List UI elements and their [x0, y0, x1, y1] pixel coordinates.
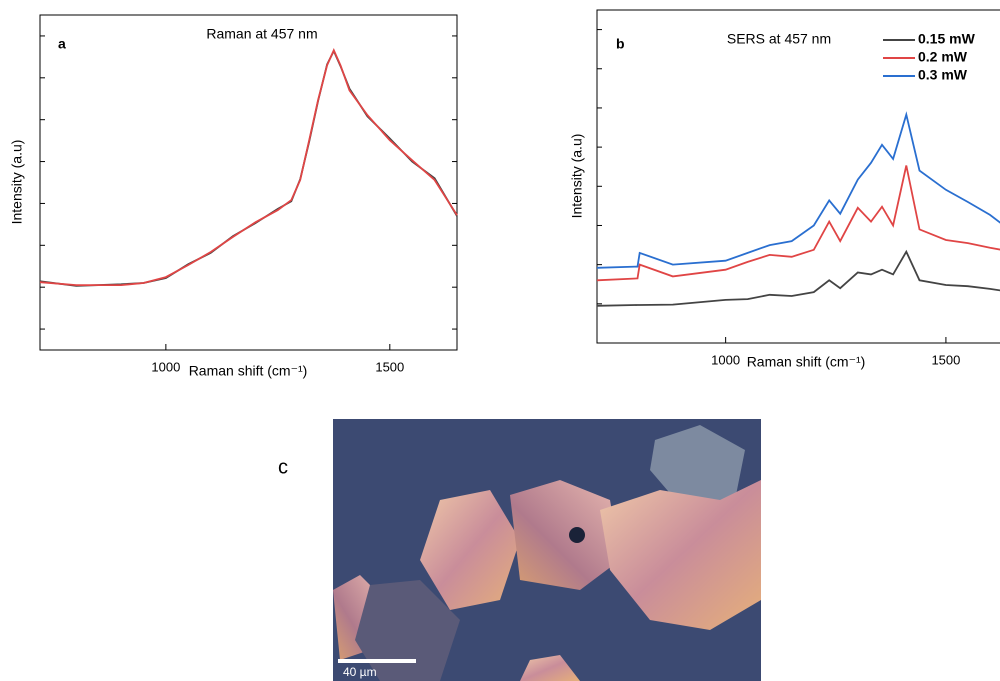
x-tick-label: 1500	[375, 359, 404, 374]
crystal	[650, 425, 745, 505]
plot-frame	[39, 14, 458, 351]
chart-title: SERS at 457 nm	[727, 31, 831, 47]
x-axis-label: Raman shift (cm⁻¹)	[189, 363, 308, 379]
crystal	[520, 655, 580, 681]
crystal	[420, 490, 520, 610]
micrograph: 40 µm	[333, 419, 761, 681]
series-line	[596, 111, 1000, 269]
x-tick-label: 1500	[931, 352, 960, 367]
legend-label: 0.2 mW	[918, 49, 968, 65]
particle	[569, 527, 585, 543]
y-axis-label: Intensity (a.u)	[9, 140, 25, 225]
chart-title: Raman at 457 nm	[206, 26, 317, 42]
y-axis-label: Intensity (a.u)	[569, 134, 585, 219]
x-tick-label: 1000	[711, 352, 740, 367]
scale-bar-label: 40 µm	[343, 665, 377, 679]
series-line	[596, 165, 1000, 282]
series-line	[596, 249, 1000, 307]
plot-frame	[596, 9, 1000, 344]
crystal	[355, 580, 460, 681]
legend-label: 0.15 mW	[918, 31, 976, 47]
panel-label: b	[616, 36, 625, 52]
scale-bar	[338, 659, 416, 663]
series-line	[39, 48, 458, 287]
panel-label: c	[278, 456, 288, 478]
series-line	[39, 47, 458, 286]
panel-label: a	[58, 36, 66, 52]
crystal	[600, 480, 761, 630]
x-tick-label: 1000	[151, 359, 180, 374]
crystal	[510, 480, 620, 590]
legend-label: 0.3 mW	[918, 67, 968, 83]
x-axis-label: Raman shift (cm⁻¹)	[747, 354, 866, 370]
